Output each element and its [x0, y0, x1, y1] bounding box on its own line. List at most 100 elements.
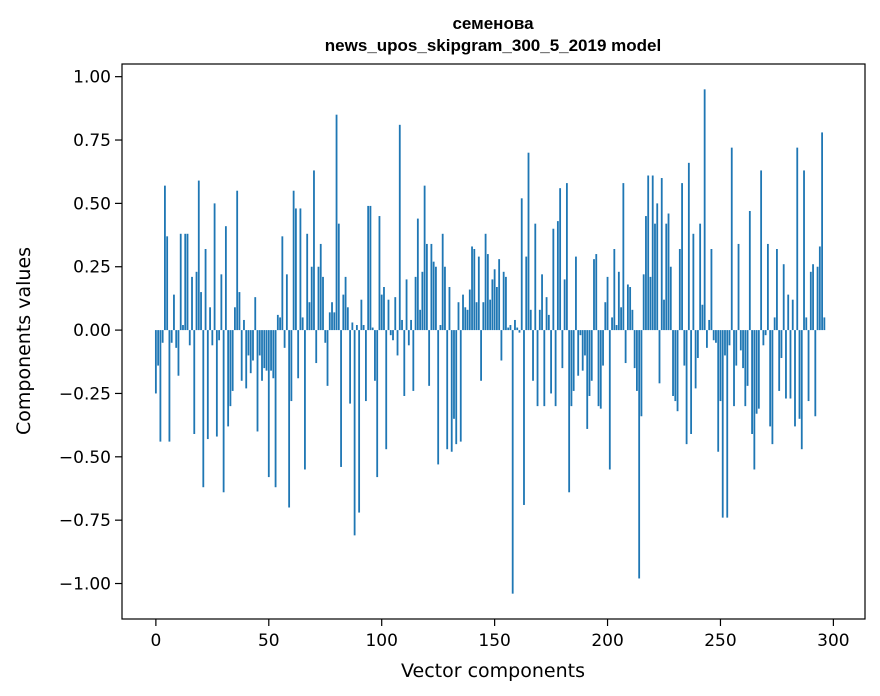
bar: [448, 287, 451, 331]
bar: [787, 294, 790, 331]
bar: [213, 203, 216, 331]
bar: [489, 299, 492, 331]
bar: [317, 266, 320, 331]
bar: [294, 208, 297, 331]
bar: [281, 236, 284, 331]
bar: [737, 243, 740, 331]
bar: [301, 317, 304, 331]
bar: [344, 276, 347, 331]
bar: [798, 330, 801, 419]
bar: [164, 185, 166, 331]
y-tick-label: −0.50: [59, 448, 111, 468]
bar: [823, 317, 826, 331]
bar: [649, 276, 652, 331]
bar: [292, 190, 295, 331]
bar: [367, 205, 370, 331]
bar: [803, 170, 805, 331]
bar: [755, 330, 758, 414]
bar: [462, 294, 464, 331]
bar: [550, 330, 552, 394]
bar: [159, 330, 162, 442]
bar: [683, 330, 686, 366]
bar: [742, 330, 744, 369]
bar: [584, 330, 586, 356]
bar: [335, 114, 338, 331]
bar: [222, 330, 225, 493]
bar: [450, 330, 453, 452]
bar: [721, 330, 724, 518]
bar: [249, 330, 252, 374]
bar: [696, 330, 699, 358]
bar: [532, 330, 534, 381]
bar: [626, 284, 629, 331]
x-axis-label: Vector components: [401, 660, 585, 682]
plot-frame: [121, 63, 866, 620]
bar: [511, 330, 514, 594]
bar: [254, 297, 257, 331]
bar: [419, 309, 422, 331]
bar: [444, 266, 446, 331]
bar: [500, 330, 503, 361]
bar: [699, 223, 702, 331]
bar: [227, 330, 230, 427]
x-axis-ticks: 0 50 100 150 200 250 300: [150, 619, 850, 651]
bar: [762, 330, 765, 346]
bar: [342, 294, 345, 331]
bar: [398, 124, 401, 331]
bar: [430, 243, 433, 331]
bar: [385, 330, 388, 450]
bar: [692, 233, 695, 331]
bar: [365, 330, 367, 402]
bar: [735, 330, 738, 366]
bar: [218, 330, 221, 341]
bar: [776, 249, 778, 331]
bar: [471, 246, 473, 331]
bar: [554, 330, 557, 407]
bar: [240, 330, 243, 381]
bar: [247, 330, 250, 356]
bar: [507, 327, 510, 331]
bar: [407, 330, 410, 346]
bar: [161, 330, 164, 343]
bar: [733, 330, 735, 407]
bar: [401, 319, 403, 331]
bar: [263, 330, 266, 369]
bar: [267, 330, 270, 478]
bar: [715, 330, 717, 343]
bar: [703, 89, 706, 331]
bar: [168, 330, 171, 442]
bar: [410, 319, 412, 331]
bar: [748, 210, 751, 331]
bar: [392, 330, 394, 341]
bar: [441, 233, 444, 331]
bar: [534, 223, 537, 331]
bar: [816, 266, 819, 331]
y-tick-label: 0.00: [73, 321, 111, 341]
bar: [760, 170, 763, 331]
bar: [265, 330, 268, 371]
bar: [651, 175, 654, 331]
bar: [220, 274, 223, 331]
bar: [154, 330, 157, 394]
bar: [514, 319, 516, 331]
bar: [353, 330, 356, 536]
bar: [337, 223, 340, 331]
bar: [660, 178, 663, 331]
bar: [315, 330, 318, 364]
bar: [403, 330, 406, 396]
bar: [807, 330, 810, 402]
bar: [371, 327, 374, 331]
bar: [157, 330, 160, 366]
bar: [590, 330, 593, 381]
bar: [179, 233, 182, 331]
bar: [175, 330, 178, 348]
bar: [588, 330, 591, 396]
bar: [270, 330, 272, 371]
bar: [769, 330, 772, 427]
bar: [421, 271, 424, 331]
bar: [493, 269, 496, 331]
bar: [258, 330, 261, 356]
bar: [193, 330, 196, 434]
bar: [746, 330, 749, 386]
bar: [636, 330, 638, 391]
